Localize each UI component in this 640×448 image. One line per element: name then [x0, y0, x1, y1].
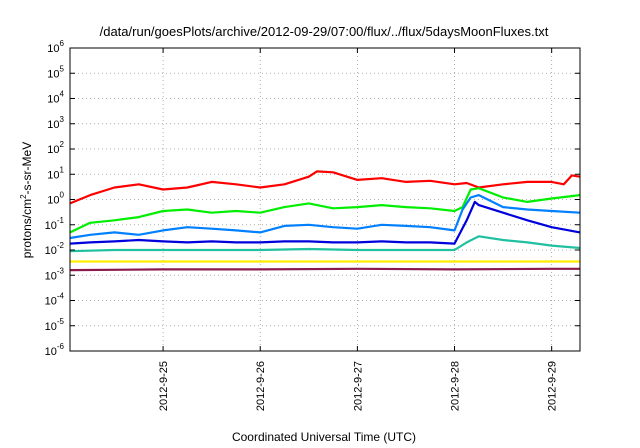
y-tick-label: 10-1 — [45, 216, 65, 232]
y-tick-label: 10-4 — [45, 292, 65, 308]
y-tick-label: 101 — [47, 165, 64, 181]
x-axis-label: Coordinated Universal Time (UTC) — [232, 430, 416, 444]
series-line-4 — [69, 235, 581, 253]
y-axis: 10-6 10-5 10-4 10-3 10-2 10-1 100 101 102 103 104 1… — [45, 39, 580, 358]
grid — [70, 48, 580, 351]
y-tick-label: 10-3 — [45, 266, 65, 282]
y-tick-label: 10-6 — [45, 342, 65, 358]
x-tick-label: 2012-9-28 — [450, 361, 462, 411]
series-layer — [69, 170, 581, 272]
y-tick-label: 10-5 — [45, 317, 65, 333]
y-tick-label: 104 — [47, 90, 64, 106]
x-tick-label: 2012-9-26 — [255, 361, 267, 411]
series-line-3 — [69, 200, 581, 245]
series-line-2 — [69, 194, 581, 240]
series-line-6 — [69, 267, 580, 272]
series-line-0 — [69, 170, 581, 205]
y-tick-label: 105 — [47, 64, 64, 80]
series-line-1 — [69, 187, 581, 234]
x-tick-label: 2012-9-27 — [352, 361, 364, 411]
y-tick-label: 10-2 — [45, 241, 65, 257]
chart-title: /data/run/goesPlots/archive/2012-09-29/0… — [100, 24, 549, 39]
x-tick-label: 2012-9-29 — [547, 361, 559, 411]
y-axis-label: protons/cm2-s-sr-MeV — [19, 142, 34, 258]
y-tick-label: 103 — [47, 115, 64, 131]
x-axis: 2012-9-25 2012-9-26 2012-9-27 2012-9-28 2012… — [158, 48, 559, 411]
y-tick-label: 106 — [47, 39, 64, 55]
y-tick-label: 100 — [47, 191, 64, 207]
y-tick-label: 102 — [47, 140, 64, 156]
x-tick-label: 2012-9-25 — [158, 361, 170, 411]
